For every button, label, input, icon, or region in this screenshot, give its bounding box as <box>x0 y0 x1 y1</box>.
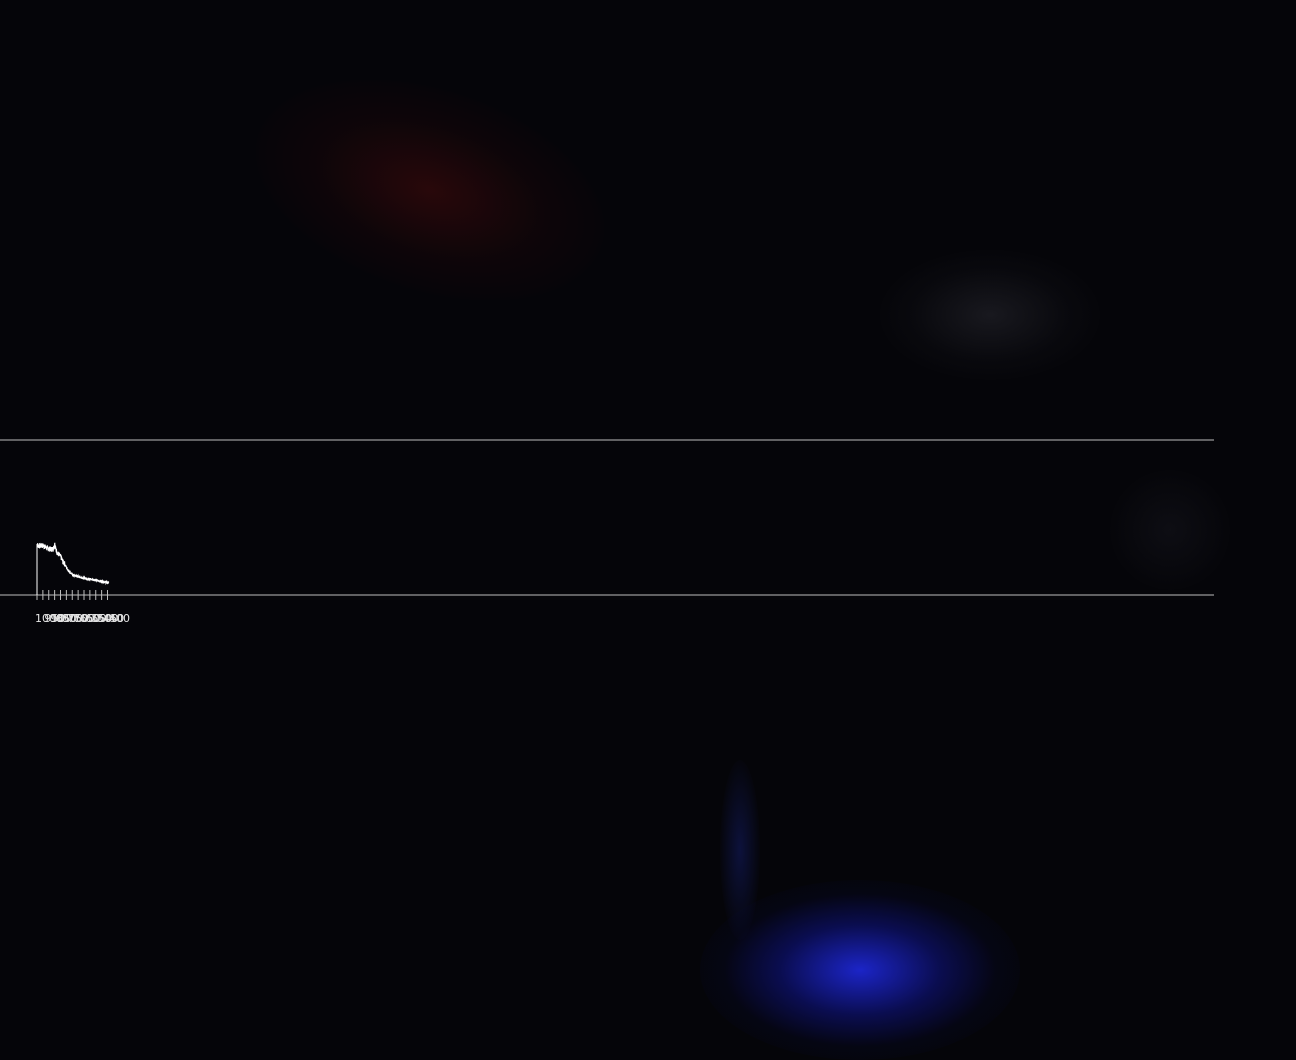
x-tick-label: 550 <box>91 612 112 625</box>
x-tick-label: 850 <box>56 612 77 625</box>
x-tick-label: 900 <box>50 612 71 625</box>
x-tick-label: 750 <box>68 612 89 625</box>
x-tick-label: 700 <box>74 612 95 625</box>
x-tick-label: 950 <box>44 612 65 625</box>
x-tick-label: 450 <box>103 612 124 625</box>
x-axis-ticks <box>36 590 108 600</box>
x-tick-label: 1000 <box>35 612 63 625</box>
x-tick-label: 500 <box>97 612 118 625</box>
spectrum-line <box>36 542 110 595</box>
x-tick-label: 400 <box>109 612 130 625</box>
x-tick-label: 600 <box>86 612 107 625</box>
x-tick-label: 800 <box>62 612 83 625</box>
x-tick-label: 650 <box>80 612 101 625</box>
